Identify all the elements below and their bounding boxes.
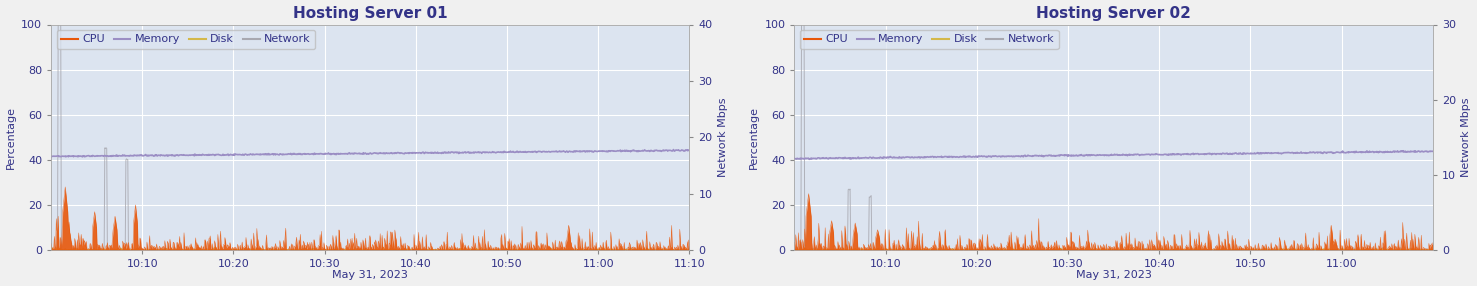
Title: Hosting Server 02: Hosting Server 02 — [1037, 5, 1190, 21]
Legend: CPU, Memory, Disk, Network: CPU, Memory, Disk, Network — [801, 30, 1059, 49]
Y-axis label: Network Mbps: Network Mbps — [718, 98, 728, 177]
Title: Hosting Server 01: Hosting Server 01 — [292, 5, 448, 21]
Y-axis label: Percentage: Percentage — [749, 106, 759, 169]
Y-axis label: Percentage: Percentage — [6, 106, 16, 169]
X-axis label: May 31, 2023: May 31, 2023 — [1075, 271, 1152, 281]
Y-axis label: Network Mbps: Network Mbps — [1461, 98, 1471, 177]
X-axis label: May 31, 2023: May 31, 2023 — [332, 271, 408, 281]
Legend: CPU, Memory, Disk, Network: CPU, Memory, Disk, Network — [56, 30, 315, 49]
